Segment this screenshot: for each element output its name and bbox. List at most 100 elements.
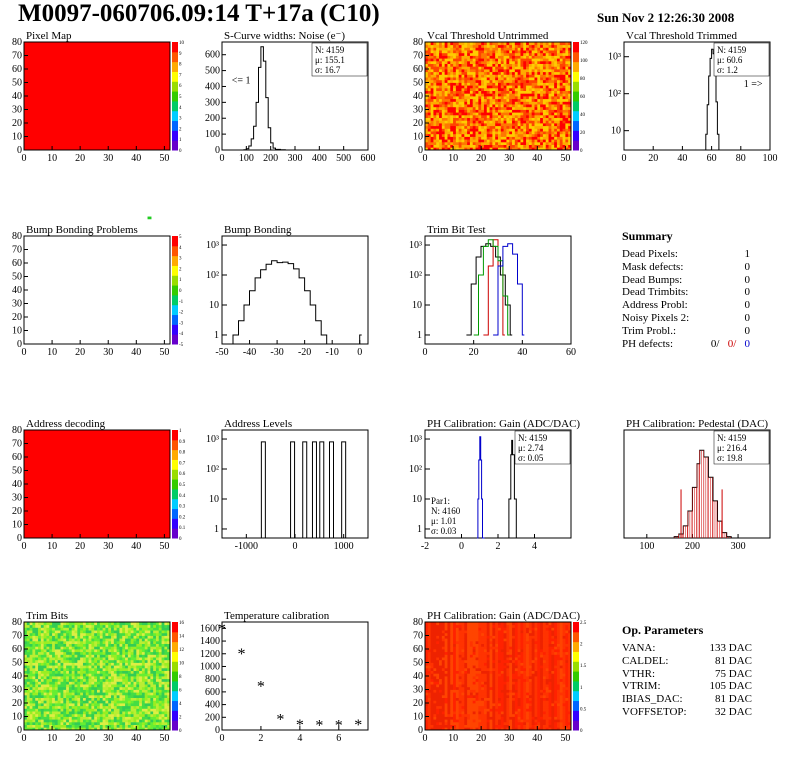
- heatmap-cell: [24, 624, 28, 628]
- heatmap-cell: [450, 98, 454, 102]
- heatmap-cell: [447, 66, 451, 70]
- heatmap-cell: [99, 632, 104, 636]
- heatmap-cell: [503, 109, 507, 113]
- heatmap-cell: [548, 87, 552, 91]
- heatmap-cell: [133, 640, 137, 644]
- heatmap-cell: [94, 711, 98, 715]
- heatmap-cell: [467, 141, 471, 145]
- heatmap-cell: [528, 136, 533, 140]
- heatmap-cell: [450, 85, 454, 89]
- heatmap-cell: [139, 713, 143, 717]
- heatmap-cell: [551, 144, 555, 148]
- heatmap-cell: [512, 52, 516, 56]
- heatmap-cell: [483, 98, 488, 102]
- heatmap-cell: [556, 141, 561, 145]
- heatmap-cell: [130, 719, 134, 723]
- heatmap-cell: [29, 657, 33, 661]
- y-tick-label: 10³: [608, 52, 621, 63]
- heatmap-cell: [498, 79, 502, 83]
- heatmap-cell: [116, 711, 120, 715]
- heatmap-cell: [523, 71, 527, 75]
- heatmap-cell: [29, 727, 33, 731]
- heatmap-cell: [125, 649, 129, 653]
- heatmap-cell: [108, 678, 112, 682]
- heatmap-cell: [439, 724, 443, 728]
- heatmap-cell: [537, 42, 541, 46]
- heatmap-cell: [495, 93, 499, 97]
- heatmap-cell: [548, 133, 552, 137]
- heatmap-cell: [506, 125, 510, 129]
- heatmap-cell: [453, 120, 457, 124]
- heatmap-cell: [88, 670, 92, 674]
- heatmap-cell: [512, 71, 516, 75]
- heatmap-cell: [97, 657, 101, 661]
- heatmap-cell: [63, 713, 67, 717]
- x-tick-label: 600: [361, 153, 376, 164]
- heatmap-cell: [158, 630, 162, 634]
- heatmap-cell: [436, 651, 440, 655]
- x-tick-label: 10: [47, 733, 57, 744]
- heatmap-cell: [139, 649, 143, 653]
- heatmap-cell: [125, 721, 129, 725]
- heatmap-cell: [91, 635, 95, 639]
- heatmap-cell: [492, 98, 496, 102]
- color-scale-band: [172, 245, 178, 257]
- heatmap-cell: [534, 141, 538, 145]
- x-tick-label: 40: [131, 153, 141, 164]
- heatmap-cell: [40, 640, 45, 644]
- heatmap-cell: [150, 681, 154, 685]
- heatmap-cell: [441, 646, 446, 650]
- heatmap-cell: [144, 665, 148, 669]
- heatmap-cell: [545, 42, 549, 46]
- heatmap-cell: [161, 651, 165, 655]
- heatmap-cell: [489, 133, 493, 137]
- heatmap-cell: [441, 109, 446, 113]
- heatmap-cell: [32, 694, 36, 698]
- heatmap-cell: [68, 665, 73, 669]
- heatmap-cell: [481, 90, 485, 94]
- heatmap-cell: [542, 42, 547, 46]
- heatmap-cell: [125, 692, 129, 696]
- plot-frame: [424, 235, 572, 345]
- heatmap-cell: [509, 66, 513, 70]
- heatmap-cell: [481, 85, 485, 89]
- heatmap-cell: [436, 112, 440, 116]
- heatmap-cell: [54, 622, 59, 626]
- heatmap-cell: [542, 79, 547, 83]
- heatmap-cell: [127, 716, 132, 720]
- heatmap-cell: [66, 727, 70, 731]
- heatmap-cell: [144, 700, 148, 704]
- heatmap-cell: [441, 71, 446, 75]
- heatmap-cell: [111, 649, 115, 653]
- heatmap-cell: [136, 622, 140, 626]
- heatmap-cell: [88, 662, 92, 666]
- heatmap-cell: [57, 665, 61, 669]
- chart-title: Bump Bonding Problems: [26, 224, 138, 236]
- heatmap-cell: [57, 708, 61, 712]
- heatmap-cell: [568, 50, 572, 54]
- heatmap-cell: [116, 630, 120, 634]
- heatmap-cell: [441, 147, 446, 151]
- heatmap-cell: [136, 662, 140, 666]
- heatmap-cell: [433, 630, 437, 634]
- heatmap-cell: [469, 44, 474, 48]
- heatmap-cell: [161, 686, 165, 690]
- heatmap-cell: [130, 630, 134, 634]
- heatmap-cell: [60, 678, 64, 682]
- heatmap-cell: [38, 651, 42, 655]
- heatmap-cell: [49, 724, 53, 728]
- heatmap-cell: [425, 684, 429, 688]
- heatmap-cell: [436, 676, 440, 680]
- heatmap-cell: [439, 694, 443, 698]
- heatmap-cell: [512, 87, 516, 91]
- heatmap-cell: [472, 66, 476, 70]
- heatmap-cell: [26, 681, 31, 685]
- heatmap-cell: [523, 123, 527, 127]
- heatmap-cell: [85, 676, 89, 680]
- x-tick-label: 50: [560, 153, 570, 164]
- y-tick-label: 10³: [206, 240, 219, 251]
- heatmap-cell: [52, 624, 56, 628]
- heatmap-cell: [453, 74, 457, 78]
- heatmap-cell: [509, 98, 513, 102]
- heatmap-cell: [458, 93, 462, 97]
